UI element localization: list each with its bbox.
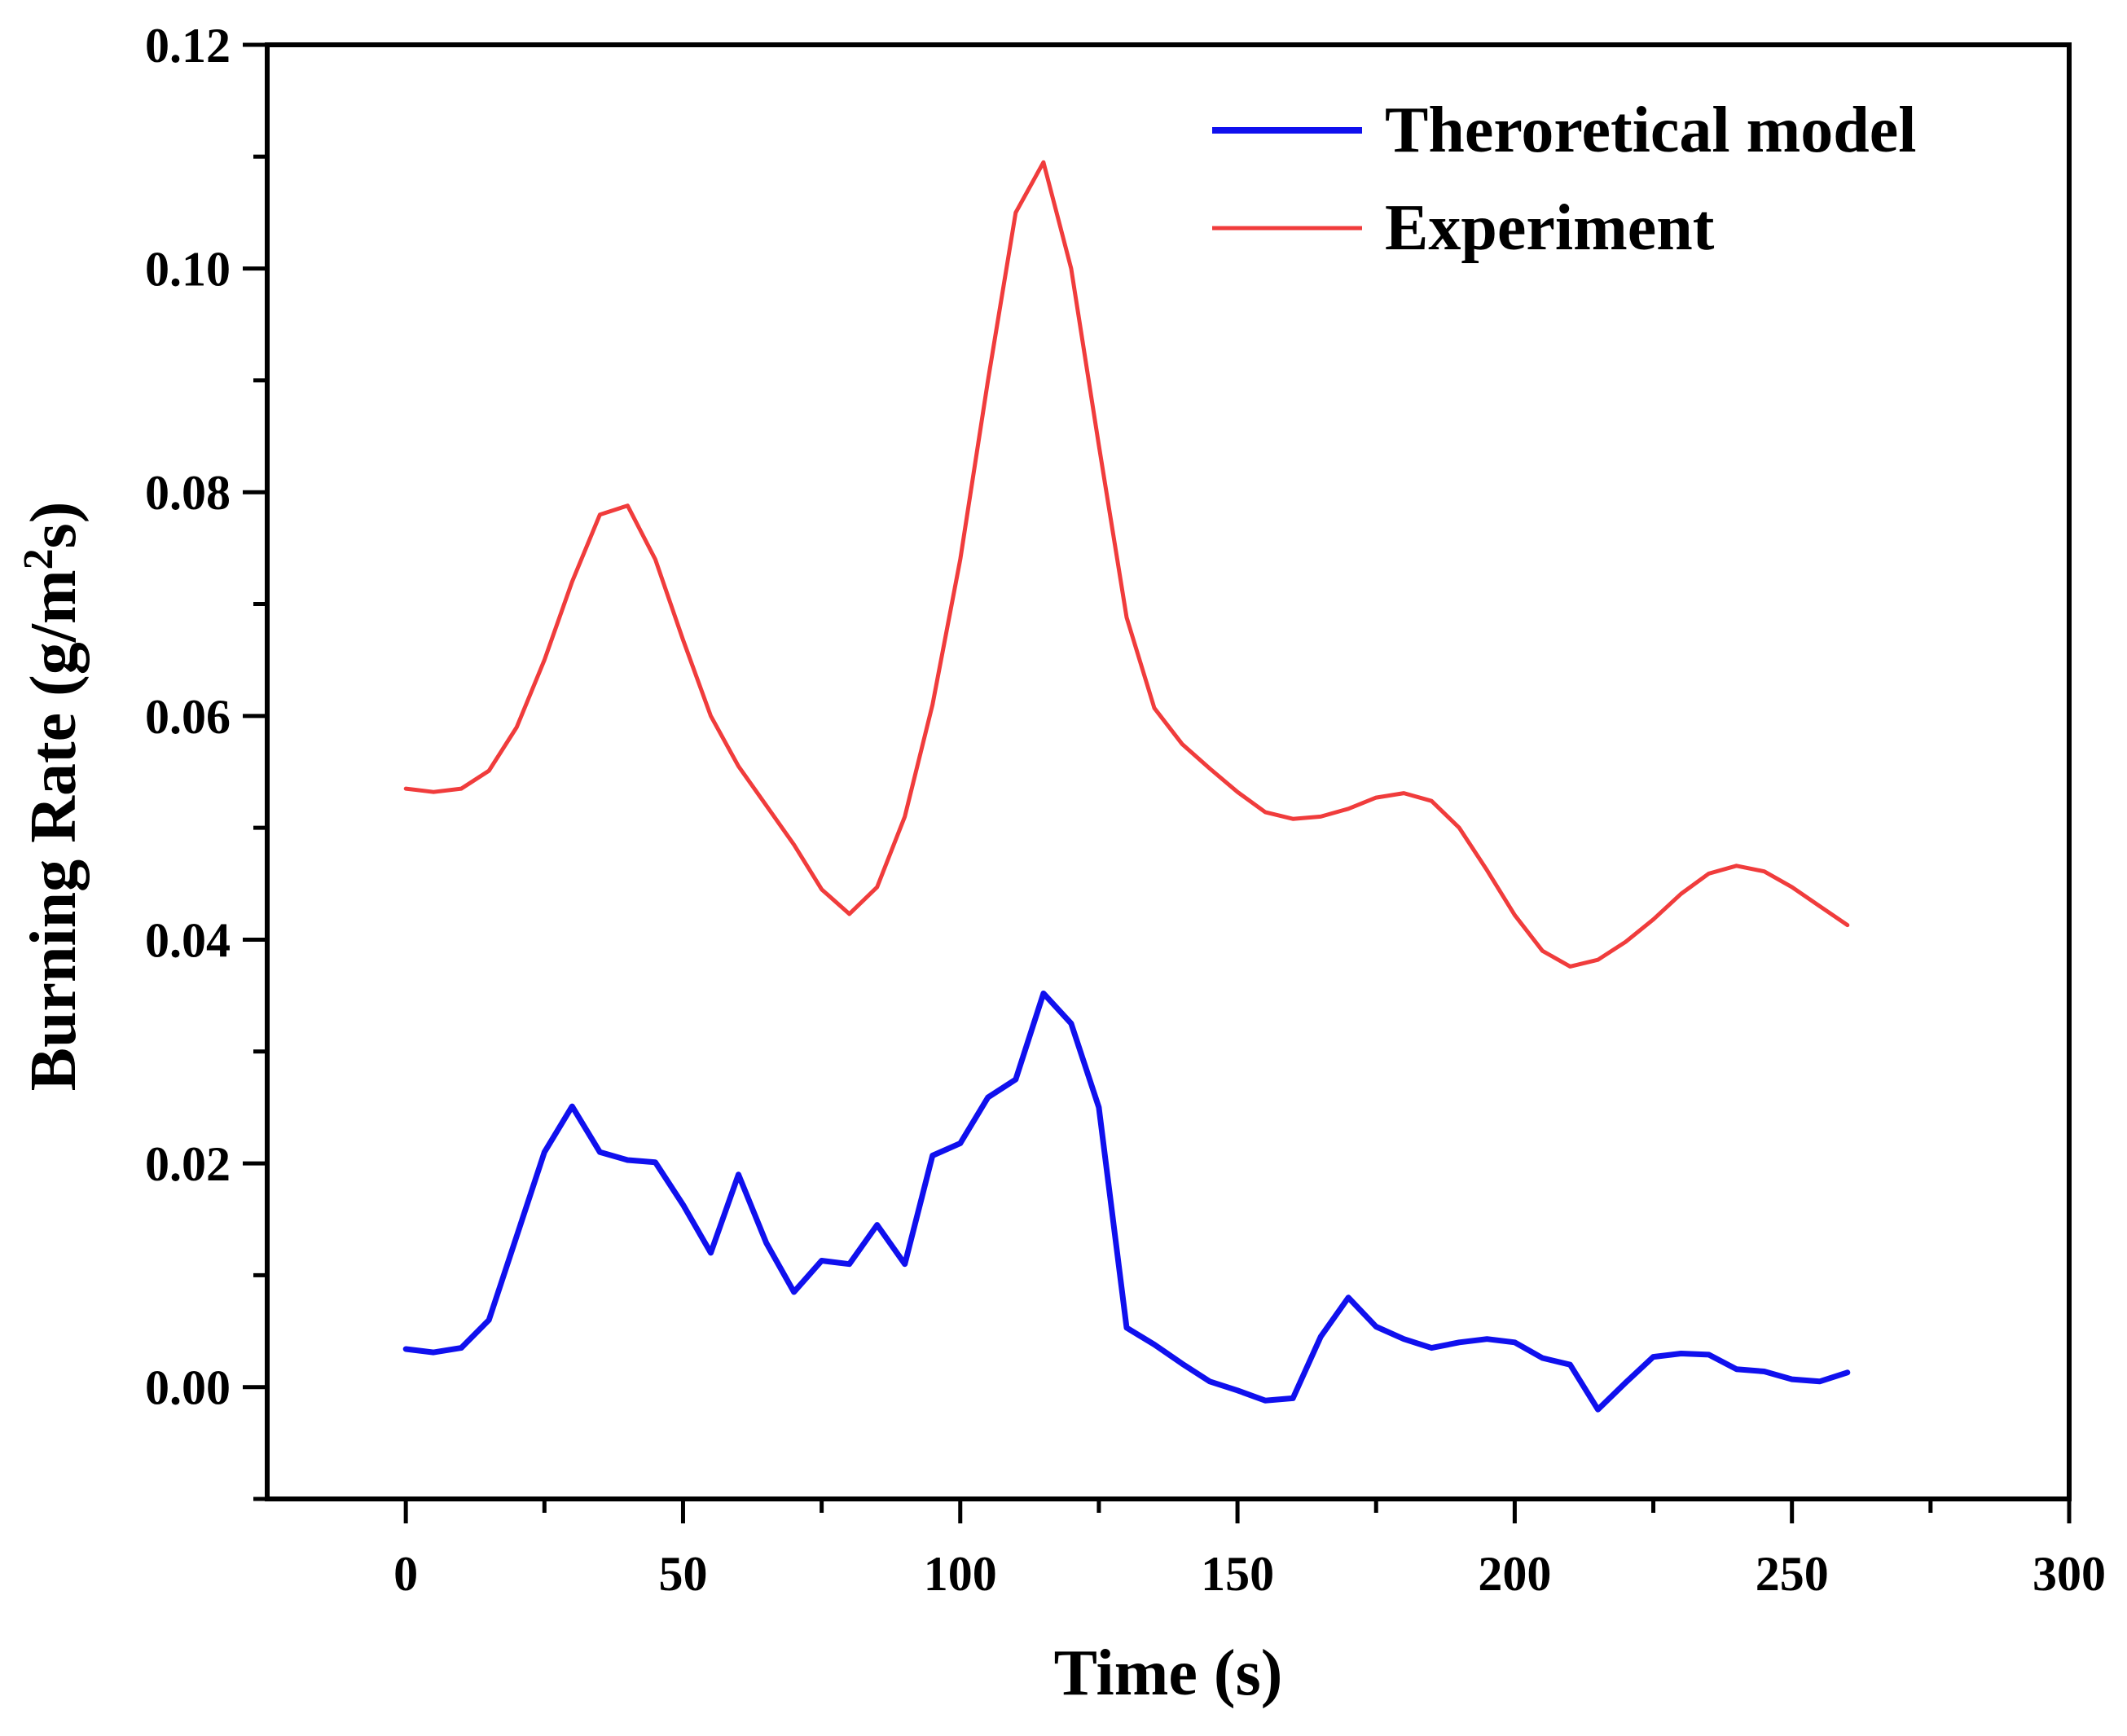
x-tick-label: 50 (658, 1547, 707, 1601)
series-line-experiment (403, 160, 1850, 969)
plot-series (402, 160, 1851, 1413)
y-axis-title-tail: s) (18, 502, 90, 549)
x-tick-label: 100 (924, 1547, 997, 1601)
y-tick-label: 0.06 (145, 690, 231, 744)
y-tick-label: 0.10 (145, 243, 231, 297)
legend: Theroretical model Experiment (1212, 94, 1916, 264)
y-axis-title: Burning Rate (g/m2s) (15, 502, 90, 1092)
series-line-theoretical-model (402, 990, 1851, 1413)
y-tick-label: 0.02 (145, 1137, 231, 1191)
plot-frame (265, 42, 2072, 1501)
y-axis-title-superscript: 2 (15, 548, 62, 569)
x-tick-label: 300 (2033, 1547, 2106, 1601)
y-tick-label: 0.12 (145, 19, 231, 73)
y-tick-label: 0.08 (145, 466, 231, 520)
axis-ticks: 0 50 100 150 200 250 300 0.00 0.02 0.04 0.06 0.08 0.… (145, 19, 2106, 1601)
x-tick-label: 0 (393, 1547, 418, 1601)
legend-label-experiment: Experiment (1385, 192, 1715, 264)
y-axis-title-main: Burning Rate (g/m (18, 569, 90, 1091)
legend-label-theoretical-model: Theroretical model (1385, 94, 1916, 166)
y-tick-label: 0.04 (145, 913, 231, 967)
x-tick-label: 200 (1478, 1547, 1551, 1601)
x-tick-label: 250 (1756, 1547, 1829, 1601)
y-tick-label: 0.00 (145, 1361, 231, 1415)
x-axis-title: Time (s) (1054, 1637, 1283, 1709)
x-tick-label: 150 (1201, 1547, 1274, 1601)
